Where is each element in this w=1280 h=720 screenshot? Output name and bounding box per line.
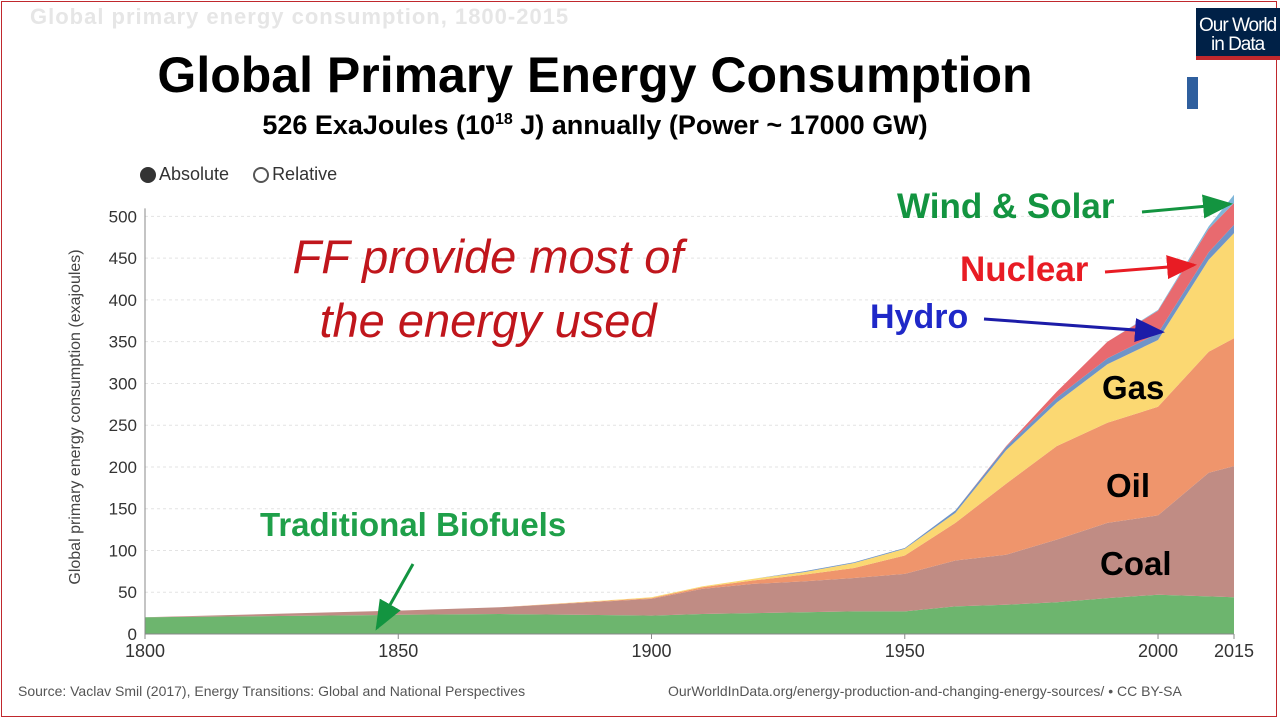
annotation-ff-line1: FF provide most of bbox=[293, 230, 689, 283]
absolute-option[interactable]: Absolute bbox=[140, 164, 229, 185]
arrow-biofuels bbox=[375, 563, 415, 631]
x-tick-label: 1850 bbox=[378, 641, 418, 661]
y-tick-label: 300 bbox=[109, 374, 137, 393]
owid-logo[interactable]: Our World in Data bbox=[1196, 8, 1280, 60]
accent-bar bbox=[1187, 77, 1198, 109]
x-tick-label: 2015 bbox=[1214, 641, 1254, 661]
x-tick-label: 2000 bbox=[1138, 641, 1178, 661]
y-tick-label: 400 bbox=[109, 291, 137, 310]
logo-accent-line bbox=[1196, 56, 1280, 60]
y-tick-label: 350 bbox=[109, 333, 137, 352]
x-tick-label: 1800 bbox=[125, 641, 165, 661]
relative-label: Relative bbox=[272, 164, 338, 184]
label-traditional-biofuels: Traditional Biofuels bbox=[260, 506, 566, 543]
y-tick-label: 100 bbox=[109, 541, 137, 560]
relative-option[interactable]: Relative bbox=[253, 164, 337, 185]
label-gas: Gas bbox=[1102, 369, 1164, 406]
slide-subtitle: 526 ExaJoules (1018 J) annually (Power ~… bbox=[0, 110, 1190, 141]
logo-line-2: in Data bbox=[1211, 34, 1265, 55]
subtitle-exponent: 18 bbox=[494, 111, 513, 128]
arrow-hydro bbox=[983, 317, 1165, 343]
y-tick-label: 50 bbox=[118, 583, 137, 602]
axes: 0 50 100 150 200 250 300 350 400 450 500 1800 1850 19… bbox=[109, 207, 1254, 661]
radio-unselected-icon bbox=[253, 166, 270, 183]
y-tick-label: 200 bbox=[109, 458, 137, 477]
arrow-wind-solar bbox=[1141, 194, 1233, 219]
label-oil: Oil bbox=[1106, 467, 1150, 504]
label-hydro: Hydro bbox=[870, 298, 968, 336]
ghost-heading: Global primary energy consumption, 1800-… bbox=[30, 4, 570, 29]
arrow-nuclear bbox=[1104, 255, 1197, 280]
subtitle-prefix: 526 ExaJoules (10 bbox=[262, 110, 495, 140]
subtitle-suffix: J) annually (Power ~ 17000 GW) bbox=[512, 110, 928, 140]
area-coal[interactable] bbox=[145, 466, 1234, 618]
source-url[interactable]: OurWorldInData.org/energy-production-and… bbox=[668, 683, 1182, 699]
area-oil[interactable] bbox=[145, 338, 1234, 618]
y-tick-label: 0 bbox=[128, 625, 137, 644]
area-traditional-biofuels[interactable] bbox=[145, 594, 1234, 634]
annotation-ff-line2: the energy used bbox=[319, 294, 658, 347]
absolute-label: Absolute bbox=[159, 164, 230, 184]
label-nuclear: Nuclear bbox=[960, 250, 1089, 289]
source-citation: Source: Vaclav Smil (2017), Energy Trans… bbox=[18, 683, 526, 699]
y-tick-label: 150 bbox=[109, 500, 137, 519]
y-axis-label: Global primary energy consumption (exajo… bbox=[67, 249, 84, 584]
logo-line-1: Our World bbox=[1199, 15, 1277, 36]
y-tick-label: 500 bbox=[109, 207, 137, 226]
radio-selected-icon bbox=[140, 166, 156, 183]
x-tick-label: 1900 bbox=[631, 641, 671, 661]
mode-toggle: Absolute Relative bbox=[140, 164, 337, 185]
label-wind-solar: Wind & Solar bbox=[897, 187, 1115, 226]
label-coal: Coal bbox=[1100, 545, 1172, 582]
y-tick-label: 450 bbox=[109, 249, 137, 268]
x-tick-label: 1950 bbox=[885, 641, 925, 661]
area-series bbox=[145, 194, 1234, 634]
slide-title: Global Primary Energy Consumption bbox=[157, 47, 1033, 103]
y-tick-label: 250 bbox=[109, 416, 137, 435]
